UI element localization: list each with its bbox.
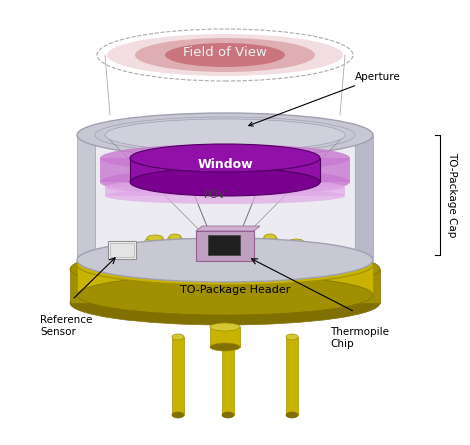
Text: Window: Window — [197, 158, 253, 170]
Ellipse shape — [169, 234, 181, 240]
Bar — [208, 235, 240, 255]
Ellipse shape — [70, 281, 380, 325]
Ellipse shape — [157, 246, 193, 258]
Ellipse shape — [210, 343, 240, 351]
Ellipse shape — [105, 188, 345, 204]
Ellipse shape — [264, 234, 276, 240]
Polygon shape — [95, 135, 355, 260]
Ellipse shape — [147, 235, 163, 241]
Bar — [222, 337, 234, 415]
Polygon shape — [355, 135, 373, 260]
Bar — [210, 327, 240, 347]
Ellipse shape — [130, 144, 320, 172]
Ellipse shape — [210, 323, 240, 331]
Ellipse shape — [135, 250, 175, 264]
Bar — [172, 337, 184, 415]
Ellipse shape — [135, 38, 315, 72]
Ellipse shape — [286, 241, 306, 249]
Ellipse shape — [77, 275, 373, 315]
Text: Reference
Sensor: Reference Sensor — [40, 315, 93, 336]
Ellipse shape — [172, 334, 184, 340]
Ellipse shape — [254, 262, 286, 272]
Polygon shape — [77, 265, 373, 295]
Bar — [169, 240, 181, 252]
Ellipse shape — [100, 144, 350, 172]
Ellipse shape — [105, 119, 345, 151]
Ellipse shape — [130, 168, 320, 196]
Text: TO-Package Cap: TO-Package Cap — [447, 152, 457, 238]
Text: TO-Package Header: TO-Package Header — [180, 285, 290, 295]
Polygon shape — [70, 269, 380, 303]
Ellipse shape — [105, 179, 345, 195]
Bar — [286, 337, 298, 415]
Ellipse shape — [77, 245, 373, 285]
Ellipse shape — [167, 236, 183, 244]
Ellipse shape — [77, 113, 373, 157]
Ellipse shape — [70, 247, 380, 291]
Bar — [110, 243, 134, 257]
Ellipse shape — [286, 334, 298, 340]
Polygon shape — [77, 135, 95, 260]
Ellipse shape — [95, 117, 355, 153]
Ellipse shape — [172, 412, 184, 418]
Ellipse shape — [276, 252, 316, 266]
Ellipse shape — [145, 237, 165, 245]
Text: Aperture: Aperture — [249, 72, 401, 126]
Ellipse shape — [100, 168, 350, 196]
Ellipse shape — [107, 34, 343, 76]
Polygon shape — [196, 226, 260, 231]
Bar — [196, 231, 254, 261]
Ellipse shape — [286, 412, 298, 418]
Text: FOV: FOV — [204, 190, 226, 200]
Ellipse shape — [165, 43, 285, 67]
Bar — [288, 245, 304, 259]
Bar — [264, 240, 276, 252]
Bar — [108, 241, 136, 259]
Ellipse shape — [262, 236, 278, 244]
Polygon shape — [100, 158, 350, 182]
Ellipse shape — [288, 239, 304, 245]
Text: Field of View: Field of View — [183, 46, 267, 60]
Ellipse shape — [222, 334, 234, 340]
Text: Thermopile
Chip: Thermopile Chip — [330, 327, 389, 348]
Ellipse shape — [222, 412, 234, 418]
Ellipse shape — [77, 238, 373, 282]
Ellipse shape — [252, 246, 288, 258]
Bar — [147, 241, 163, 257]
Polygon shape — [105, 187, 345, 196]
Polygon shape — [130, 158, 320, 182]
